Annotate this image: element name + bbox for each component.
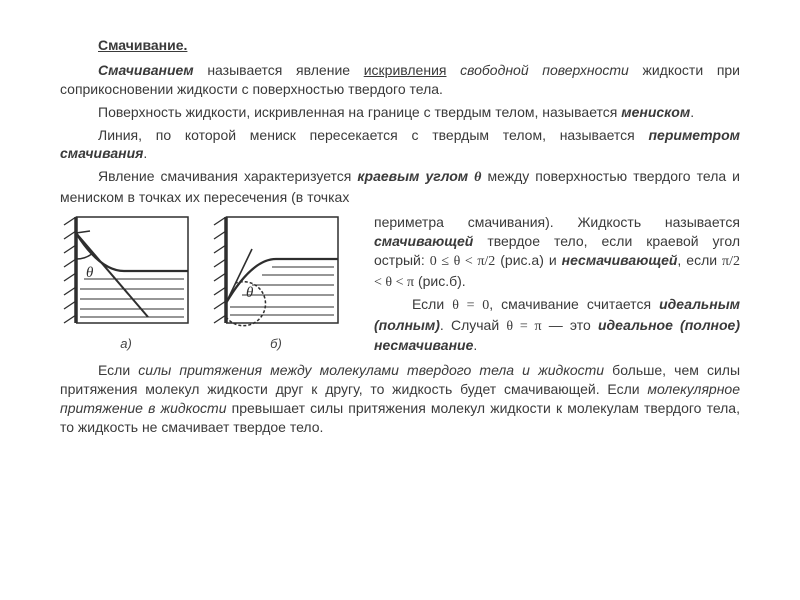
theta-label-b: θ bbox=[246, 285, 254, 301]
figure-a-label: а) bbox=[60, 335, 192, 353]
t: — это bbox=[542, 317, 598, 333]
t: , если bbox=[677, 252, 722, 268]
section-heading: Смачивание. bbox=[98, 36, 740, 55]
t: . bbox=[143, 145, 147, 161]
term-smachivaniem: Смачиванием bbox=[98, 62, 194, 78]
figure-b-label: б) bbox=[210, 335, 342, 353]
para-forces: Если силы притяжения между молекулами тв… bbox=[60, 361, 740, 437]
t: называется явление bbox=[194, 62, 364, 78]
t: свободной поверхности bbox=[446, 62, 628, 78]
term-contact-angle: краевым углом bbox=[357, 168, 474, 184]
term-forces-solid-liquid: силы притяжения между молекулами твердог… bbox=[138, 362, 604, 378]
page: Смачивание. Смачиванием называется явлен… bbox=[0, 0, 800, 600]
t: . bbox=[473, 337, 477, 353]
para-contact-angle: Явление смачивания характеризуется краев… bbox=[60, 167, 740, 207]
term-wetting: смачивающей bbox=[374, 233, 473, 249]
t: (рис.а) и bbox=[495, 252, 561, 268]
para-definition: Смачиванием называется явление искривлен… bbox=[60, 61, 740, 99]
t: . bbox=[690, 104, 694, 120]
t: Явление смачивания характеризуется bbox=[98, 168, 357, 184]
eq-theta-pi: θ = π bbox=[506, 319, 541, 334]
term-iskrivleniya: искривления bbox=[364, 62, 447, 78]
ineq-acute: 0 ≤ θ < π/2 bbox=[430, 254, 496, 269]
t: . Случай bbox=[440, 317, 506, 333]
figure-and-text-row: θ а) bbox=[60, 213, 740, 357]
t: Поверхность жидкости, искривленная на гр… bbox=[98, 104, 621, 120]
t: (рис.б). bbox=[414, 273, 466, 289]
para-perimeter: Линия, по которой мениск пересекается с … bbox=[60, 126, 740, 164]
term-nonwetting: несмачивающей bbox=[562, 252, 678, 268]
t: , смачивание считается bbox=[489, 296, 659, 312]
term-menisk: мениском bbox=[621, 104, 690, 120]
t: Линия, по которой мениск пересекается с … bbox=[98, 127, 649, 143]
t: периметра смачивания). Жидкость называет… bbox=[374, 214, 740, 230]
eq-theta-zero: θ = 0 bbox=[452, 298, 489, 313]
para-meniscus: Поверхность жидкости, искривленная на гр… bbox=[60, 103, 740, 122]
figure-b: θ б) bbox=[210, 213, 342, 353]
figure-a: θ а) bbox=[60, 213, 192, 353]
theta-label-a: θ bbox=[86, 265, 94, 281]
t: Если bbox=[98, 362, 138, 378]
figures-block: θ а) bbox=[60, 213, 360, 353]
t: Если bbox=[412, 296, 452, 312]
